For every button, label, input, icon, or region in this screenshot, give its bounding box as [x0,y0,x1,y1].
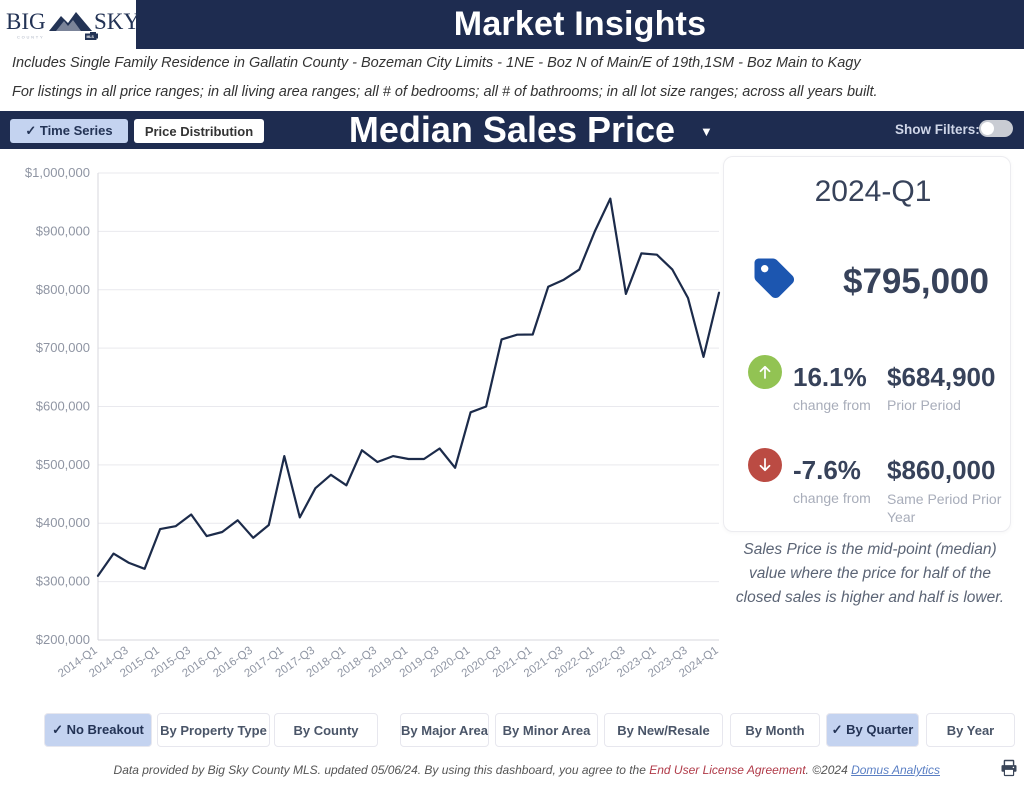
svg-text:$600,000: $600,000 [36,399,90,414]
svg-text:$900,000: $900,000 [36,223,90,238]
svg-text:MLS: MLS [87,35,95,39]
svg-text:BIG: BIG [6,9,46,34]
svg-text:$800,000: $800,000 [36,282,90,297]
svg-text:$700,000: $700,000 [36,340,90,355]
svg-text:$300,000: $300,000 [36,574,90,589]
svg-text:$500,000: $500,000 [36,457,90,472]
svg-text:$1,000,000: $1,000,000 [25,165,90,180]
svg-text:COUNTY: COUNTY [17,35,44,40]
svg-text:SKY: SKY [94,9,138,34]
svg-text:$200,000: $200,000 [36,632,90,647]
svg-text:$400,000: $400,000 [36,515,90,530]
